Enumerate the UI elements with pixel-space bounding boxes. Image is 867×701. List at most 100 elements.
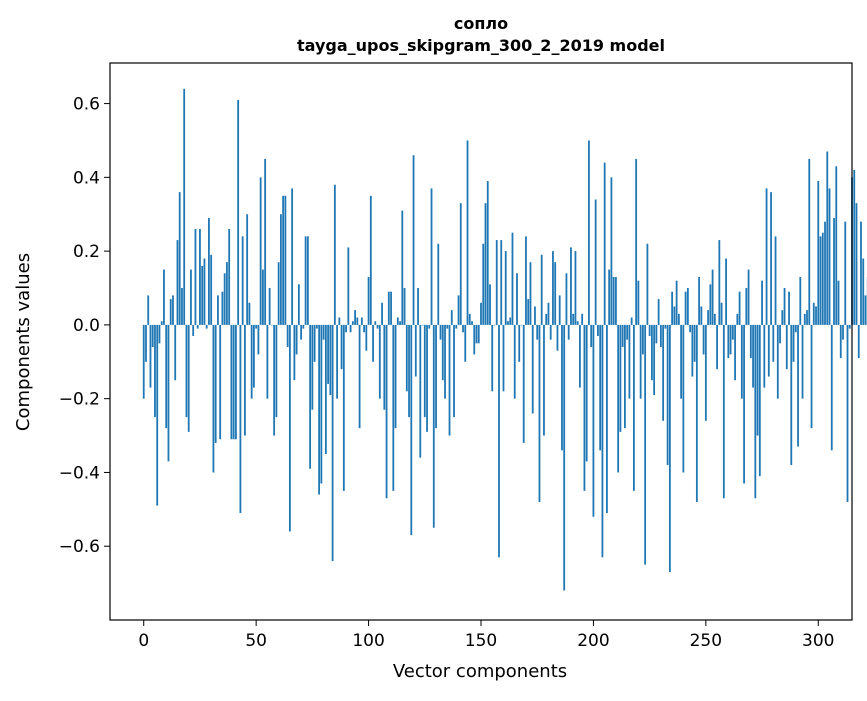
- bar: [188, 325, 190, 432]
- bar: [289, 325, 291, 532]
- bar: [743, 325, 745, 484]
- bar: [597, 325, 599, 336]
- bar: [539, 325, 541, 502]
- bar: [770, 192, 772, 325]
- bar: [417, 288, 419, 325]
- bar: [496, 240, 498, 325]
- bar: [244, 325, 246, 436]
- chart-subtitle: tayga_upos_skipgram_300_2_2019 model: [297, 36, 665, 55]
- bar: [273, 325, 275, 436]
- bar: [485, 203, 487, 325]
- bar: [311, 325, 313, 410]
- bar: [377, 325, 379, 329]
- bar: [811, 325, 813, 428]
- bar: [736, 314, 738, 325]
- bar: [172, 295, 174, 325]
- y-tick-label: −0.2: [59, 390, 100, 410]
- bar: [820, 236, 822, 325]
- bar: [700, 306, 702, 324]
- y-tick-label: 0.6: [73, 95, 100, 115]
- bar: [595, 199, 597, 324]
- bar: [451, 310, 453, 325]
- bar: [527, 299, 529, 325]
- bar: [503, 325, 505, 391]
- bar: [473, 325, 475, 355]
- bar: [242, 236, 244, 325]
- bar: [635, 159, 637, 325]
- bar: [235, 325, 237, 439]
- bar: [725, 259, 727, 325]
- bar: [844, 222, 846, 325]
- bar: [505, 251, 507, 325]
- bar: [305, 236, 307, 325]
- bar: [696, 325, 698, 502]
- bar: [206, 325, 208, 329]
- bar: [341, 325, 343, 369]
- bar: [413, 155, 415, 325]
- bar: [350, 325, 352, 332]
- bar: [453, 325, 455, 417]
- bar: [561, 325, 563, 450]
- bar: [386, 325, 388, 498]
- bar: [507, 321, 509, 325]
- bar: [557, 325, 559, 351]
- y-tick-label: 0.4: [73, 168, 100, 188]
- y-axis-ticks: −0.6−0.4−0.20.00.20.40.6: [59, 95, 110, 558]
- bar: [374, 321, 376, 325]
- bar: [566, 273, 568, 325]
- bar: [332, 325, 334, 561]
- bar: [500, 240, 502, 325]
- bar: [808, 159, 810, 325]
- bar: [707, 310, 709, 325]
- bar: [768, 325, 770, 377]
- bar: [552, 251, 554, 325]
- bar: [802, 325, 804, 399]
- bar: [548, 303, 550, 325]
- bar: [518, 325, 520, 362]
- bar: [525, 236, 527, 325]
- x-tick-label: 0: [138, 631, 149, 651]
- y-axis-label: Components values: [13, 253, 34, 431]
- bar: [784, 288, 786, 325]
- bar: [296, 325, 298, 355]
- bar: [833, 218, 835, 325]
- bar: [779, 325, 781, 343]
- bar: [617, 325, 619, 473]
- bar: [208, 218, 210, 325]
- bar: [280, 214, 282, 325]
- bar: [264, 159, 266, 325]
- bar: [536, 325, 538, 340]
- bar: [336, 325, 338, 399]
- bar: [530, 262, 532, 325]
- bar: [835, 166, 837, 325]
- bar: [455, 325, 457, 329]
- bar: [584, 325, 586, 491]
- plot-frame: [110, 63, 852, 620]
- bar: [554, 262, 556, 325]
- bar: [858, 325, 860, 358]
- bar: [204, 259, 206, 325]
- bar: [786, 325, 788, 369]
- bar: [487, 181, 489, 325]
- bar: [653, 325, 655, 395]
- x-tick-label: 300: [802, 631, 834, 651]
- bar: [163, 270, 165, 325]
- bar: [655, 325, 657, 343]
- bar: [815, 306, 817, 324]
- bar: [682, 325, 684, 473]
- bar: [231, 325, 233, 439]
- bar: [593, 325, 595, 517]
- bar: [604, 163, 606, 325]
- bar: [165, 325, 167, 428]
- bar: [741, 325, 743, 399]
- bar: [660, 325, 662, 347]
- bar: [401, 211, 403, 325]
- bar: [651, 325, 653, 380]
- bar: [620, 325, 622, 432]
- bar: [570, 247, 572, 324]
- bar: [334, 185, 336, 325]
- bar: [201, 266, 203, 325]
- bar: [460, 203, 462, 325]
